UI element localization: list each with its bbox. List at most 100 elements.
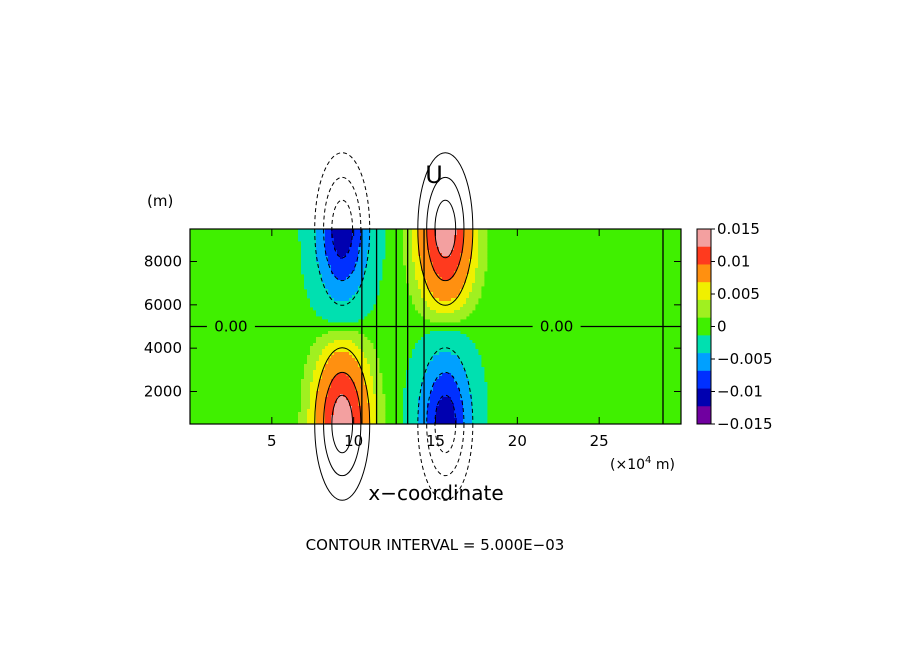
- field-cell: [328, 229, 332, 233]
- field-cell: [319, 313, 323, 317]
- field-cell: [310, 391, 314, 395]
- field-cell: [421, 280, 425, 284]
- field-cell: [301, 415, 305, 419]
- field-cell: [364, 379, 368, 383]
- field-cell: [409, 403, 413, 407]
- field-cell: [475, 385, 479, 389]
- field-cell: [367, 415, 371, 419]
- field-cell: [430, 259, 434, 263]
- field-cell: [346, 283, 350, 287]
- field-cell: [361, 244, 365, 248]
- field-cell: [349, 337, 353, 341]
- field-cell: [310, 379, 314, 383]
- field-cell: [415, 247, 419, 251]
- field-cell: [463, 355, 467, 359]
- field-cell: [412, 241, 416, 245]
- field-cell: [463, 340, 467, 344]
- field-cell: [340, 373, 344, 377]
- field-cell: [445, 313, 449, 317]
- field-cell: [442, 400, 446, 404]
- field-cell: [343, 352, 347, 356]
- field-cell: [373, 295, 377, 299]
- field-cell: [319, 301, 323, 305]
- field-cell: [457, 397, 461, 401]
- field-cell: [316, 235, 320, 239]
- field-cell: [367, 373, 371, 377]
- field-cell: [424, 361, 428, 365]
- field-cell: [451, 298, 455, 302]
- field-cell: [424, 292, 428, 296]
- field-cell: [466, 400, 470, 404]
- field-cell: [316, 292, 320, 296]
- field-cell: [430, 316, 434, 320]
- field-cell: [478, 238, 482, 242]
- field-cell: [451, 262, 455, 266]
- field-cell: [316, 262, 320, 266]
- field-cell: [457, 238, 461, 242]
- field-cell: [460, 397, 464, 401]
- field-cell: [424, 313, 428, 317]
- field-cell: [472, 346, 476, 350]
- field-cell: [439, 283, 443, 287]
- field-cell: [346, 295, 350, 299]
- field-cell: [349, 331, 353, 335]
- field-cell: [418, 364, 422, 368]
- field-cell: [415, 397, 419, 401]
- field-cell: [376, 262, 380, 266]
- field-cell: [412, 400, 416, 404]
- field-cell: [445, 334, 449, 338]
- field-cell: [439, 361, 443, 365]
- field-cell: [376, 379, 380, 383]
- field-cell: [337, 415, 341, 419]
- field-cell: [376, 367, 380, 371]
- field-cell: [349, 346, 353, 350]
- field-cell: [409, 370, 413, 374]
- field-cell: [334, 295, 338, 299]
- field-cell: [370, 277, 374, 281]
- field-cell: [364, 337, 368, 341]
- field-cell: [313, 352, 317, 356]
- field-cell: [469, 403, 473, 407]
- field-cell: [421, 346, 425, 350]
- field-cell: [433, 304, 437, 308]
- field-cell: [328, 394, 332, 398]
- field-cell: [373, 241, 377, 245]
- field-cell: [463, 277, 467, 281]
- field-cell: [412, 403, 416, 407]
- field-cell: [328, 262, 332, 266]
- field-cell: [439, 370, 443, 374]
- field-cell: [484, 394, 488, 398]
- field-cell: [367, 421, 371, 425]
- field-cell: [367, 283, 371, 287]
- field-cell: [334, 370, 338, 374]
- field-cell: [337, 385, 341, 389]
- field-cell: [325, 382, 329, 386]
- field-cell: [430, 229, 434, 233]
- field-cell: [373, 376, 377, 380]
- field-cell: [412, 256, 416, 260]
- field-cell: [460, 352, 464, 356]
- field-cell: [445, 277, 449, 281]
- field-cell: [367, 358, 371, 362]
- x-ticks: 5 10 15 20 25: [267, 229, 609, 450]
- field-cell: [454, 367, 458, 371]
- field-cell: [469, 340, 473, 344]
- field-cell: [430, 241, 434, 245]
- field-cell: [343, 331, 347, 335]
- field-cell: [424, 343, 428, 347]
- field-cell: [319, 388, 323, 392]
- field-cell: [337, 364, 341, 368]
- field-cell: [475, 283, 479, 287]
- field-cell: [418, 403, 422, 407]
- field-cell: [460, 244, 464, 248]
- field-cell: [340, 370, 344, 374]
- field-cell: [349, 256, 353, 260]
- field-cell: [307, 268, 311, 272]
- field-cell: [319, 253, 323, 257]
- field-cell: [373, 274, 377, 278]
- field-cell: [454, 373, 458, 377]
- field-cell: [448, 421, 452, 425]
- field-cell: [439, 292, 443, 296]
- field-cell: [316, 277, 320, 281]
- field-cell: [475, 235, 479, 239]
